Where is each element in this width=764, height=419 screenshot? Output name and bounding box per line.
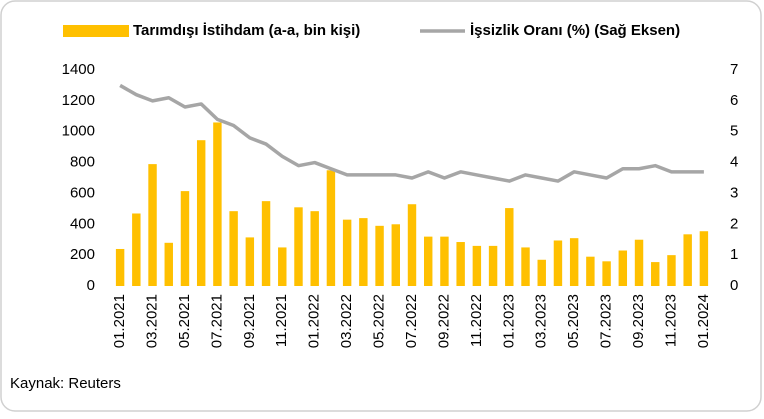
bar [602,261,611,286]
bar [537,259,546,286]
bar [342,219,352,286]
bar [472,245,482,286]
bar [213,122,222,286]
x-tick-label: 11.2021 [273,294,290,347]
bar [164,242,173,286]
bar [618,250,628,286]
legend-label: İşsizlik Oranı (%) (Sağ Eksen) [470,22,680,39]
y-tick-label: 1400 [62,61,95,78]
y2-tick-label: 2 [730,215,738,232]
y-tick-label: 1200 [62,92,95,109]
bar [667,255,676,286]
bar [683,234,692,286]
y-tick-label: 800 [70,154,95,171]
bar [651,262,660,286]
bar [391,224,400,286]
bar [310,211,319,286]
line [119,83,704,183]
x-tick-label: 01.2021 [111,294,128,348]
x-tick-label: 09.2021 [241,294,258,348]
bar [569,238,579,286]
x-tick-label: 05.2022 [371,294,388,348]
x-tick-label: 11.2022 [468,294,485,347]
x-tick-label: 05.2021 [176,294,193,348]
bar [699,231,709,286]
bar [505,208,514,286]
source: Kaynak: Reuters [10,375,121,392]
y2-tick-label: 1 [730,246,738,263]
y-tick-label: 0 [87,277,95,294]
y-tick-label: 400 [70,215,95,232]
x-tick-label: 01.2022 [306,294,323,348]
bar [488,245,498,286]
y-tick-label: 1000 [62,123,95,140]
bar [196,140,206,286]
bar [294,207,303,286]
y2-tick-label: 7 [730,61,738,78]
x-tick-label: 11.2023 [662,294,679,347]
x-tick-label: 07.2021 [208,294,225,348]
bar [245,237,255,286]
bar [326,170,336,286]
y2-tick-label: 5 [730,123,738,140]
bar [634,239,644,286]
y2-tick-label: 0 [730,277,738,294]
x-tick-label: 03.2022 [338,294,355,348]
bar [229,211,238,286]
bar [586,256,595,286]
x-tick-label: 09.2022 [435,294,452,348]
y2-tick-label: 3 [730,184,738,201]
legend-label: Tarımdışı İstihdam (a-a, bin kişi) [133,22,360,39]
bar [375,225,384,286]
x-tick-label: 03.2021 [144,294,161,348]
legend-swatch [63,25,129,37]
x-tick-label: 05.2023 [565,294,582,348]
x-tick-label: 09.2023 [630,294,647,348]
bar [115,248,125,286]
bar [359,218,368,286]
x-tick-label: 01.2024 [695,294,712,348]
x-tick-label: 07.2022 [403,294,420,348]
bar [261,201,271,286]
bar [132,213,141,286]
bar [440,236,449,286]
bar [407,204,417,286]
bar [278,247,287,286]
bar [456,242,465,286]
bar [148,164,157,286]
bar [553,240,563,286]
x-tick-label: 03.2023 [533,294,550,348]
y-tick-label: 200 [70,246,95,263]
bar [424,236,433,286]
y2-tick-label: 6 [730,92,738,109]
bar [521,247,530,286]
x-tick-label: 07.2023 [598,294,615,348]
bar [180,191,190,286]
y2-tick-label: 4 [730,154,738,171]
y-tick-label: 600 [70,184,95,201]
x-tick-label: 01.2023 [500,294,517,348]
